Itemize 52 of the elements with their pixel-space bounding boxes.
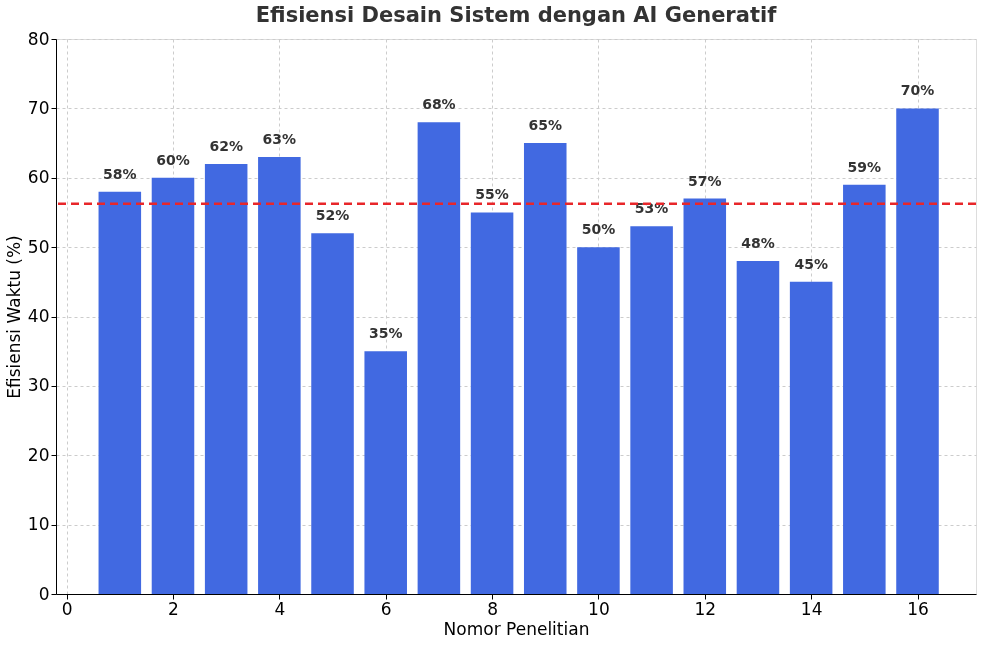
data-label: 62% — [209, 137, 243, 154]
data-label: 65% — [528, 117, 563, 134]
bar — [630, 226, 673, 594]
bar — [417, 122, 461, 594]
data-label: 45% — [794, 255, 828, 272]
bar — [258, 156, 301, 594]
x-tick-label: 16 — [907, 598, 929, 619]
data-label: 59% — [847, 158, 882, 175]
bar — [98, 191, 142, 594]
bar — [364, 351, 407, 594]
data-label: 35% — [368, 325, 403, 342]
bar — [577, 247, 620, 594]
y-tick-label: 80 — [27, 28, 50, 49]
bar — [843, 184, 886, 594]
x-tick-label: 12 — [694, 598, 717, 619]
bar — [151, 177, 195, 594]
x-tick-label: 2 — [168, 598, 179, 619]
data-label: 48% — [741, 235, 775, 251]
x-axis-title: Nomor Penelitian — [443, 618, 590, 639]
x-tick-label: 0 — [61, 598, 73, 619]
x-tick-label: 4 — [274, 598, 286, 619]
data-label: 68% — [422, 96, 456, 113]
y-axis-title: Efisiensi Waktu (%) — [3, 235, 24, 399]
data-label: 63% — [262, 130, 297, 147]
data-label: 70% — [900, 82, 935, 99]
chart-title: Efisiensi Desain Sistem dengan AI Generatif — [255, 3, 778, 27]
bar — [896, 108, 939, 594]
bar — [204, 163, 248, 594]
data-label: 50% — [581, 221, 616, 238]
data-label: 60% — [156, 151, 190, 168]
bar — [736, 261, 780, 594]
bar — [311, 233, 354, 594]
y-tick-label: 40 — [27, 306, 50, 326]
x-tick-label: 6 — [380, 598, 392, 619]
bar — [470, 212, 514, 594]
y-tick-label: 30 — [27, 375, 50, 396]
data-label: 57% — [688, 172, 722, 189]
bar — [523, 143, 567, 594]
x-tick-label: 8 — [487, 598, 498, 619]
y-tick-label: 0 — [38, 583, 50, 604]
x-tick-label: 10 — [588, 598, 610, 619]
y-tick-label: 70 — [27, 97, 50, 118]
data-label: 52% — [315, 207, 350, 224]
y-tick-label: 20 — [27, 444, 50, 465]
y-tick-label: 50 — [27, 236, 50, 257]
bar — [789, 281, 833, 594]
data-label: 55% — [475, 186, 509, 203]
x-tick-label: 14 — [800, 598, 823, 619]
bar — [683, 198, 727, 594]
y-tick-label: 10 — [27, 514, 50, 535]
y-tick-label: 60 — [27, 167, 50, 188]
data-label: 58% — [103, 165, 137, 182]
